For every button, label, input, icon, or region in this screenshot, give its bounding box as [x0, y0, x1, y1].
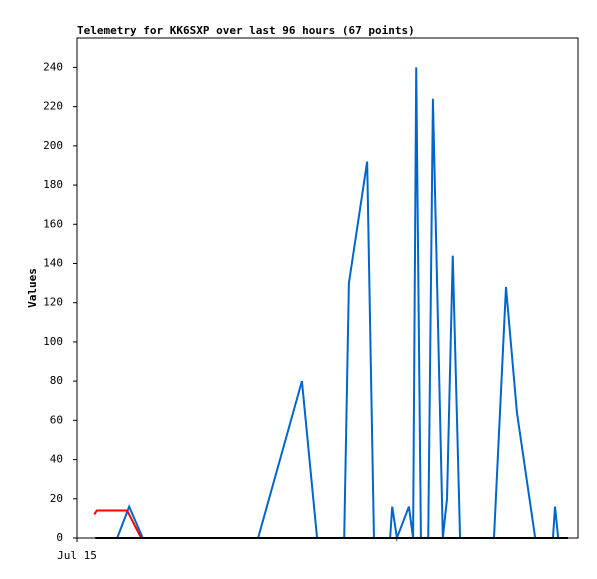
y-tick-label: 40	[50, 453, 63, 466]
series-line	[116, 67, 560, 542]
y-tick-label: 0	[56, 531, 63, 544]
y-tick-label: 160	[43, 217, 63, 230]
y-tick-label: 20	[50, 492, 63, 505]
x-tick-label: Jul 15	[57, 549, 97, 562]
y-axis-label: Values	[26, 268, 39, 308]
y-tick-label: 140	[43, 256, 63, 269]
y-tick-label: 180	[43, 178, 63, 191]
series-line	[93, 509, 143, 539]
y-tick-label: 240	[43, 60, 63, 73]
y-tick-label: 60	[50, 413, 63, 426]
y-tick-label: 100	[43, 335, 63, 348]
y-tick-label: 220	[43, 100, 63, 113]
y-tick-label: 80	[50, 374, 63, 387]
y-tick-label: 120	[43, 296, 63, 309]
chart-title: Telemetry for KK6SXP over last 96 hours …	[77, 24, 415, 37]
y-tick-label: 200	[43, 139, 63, 152]
